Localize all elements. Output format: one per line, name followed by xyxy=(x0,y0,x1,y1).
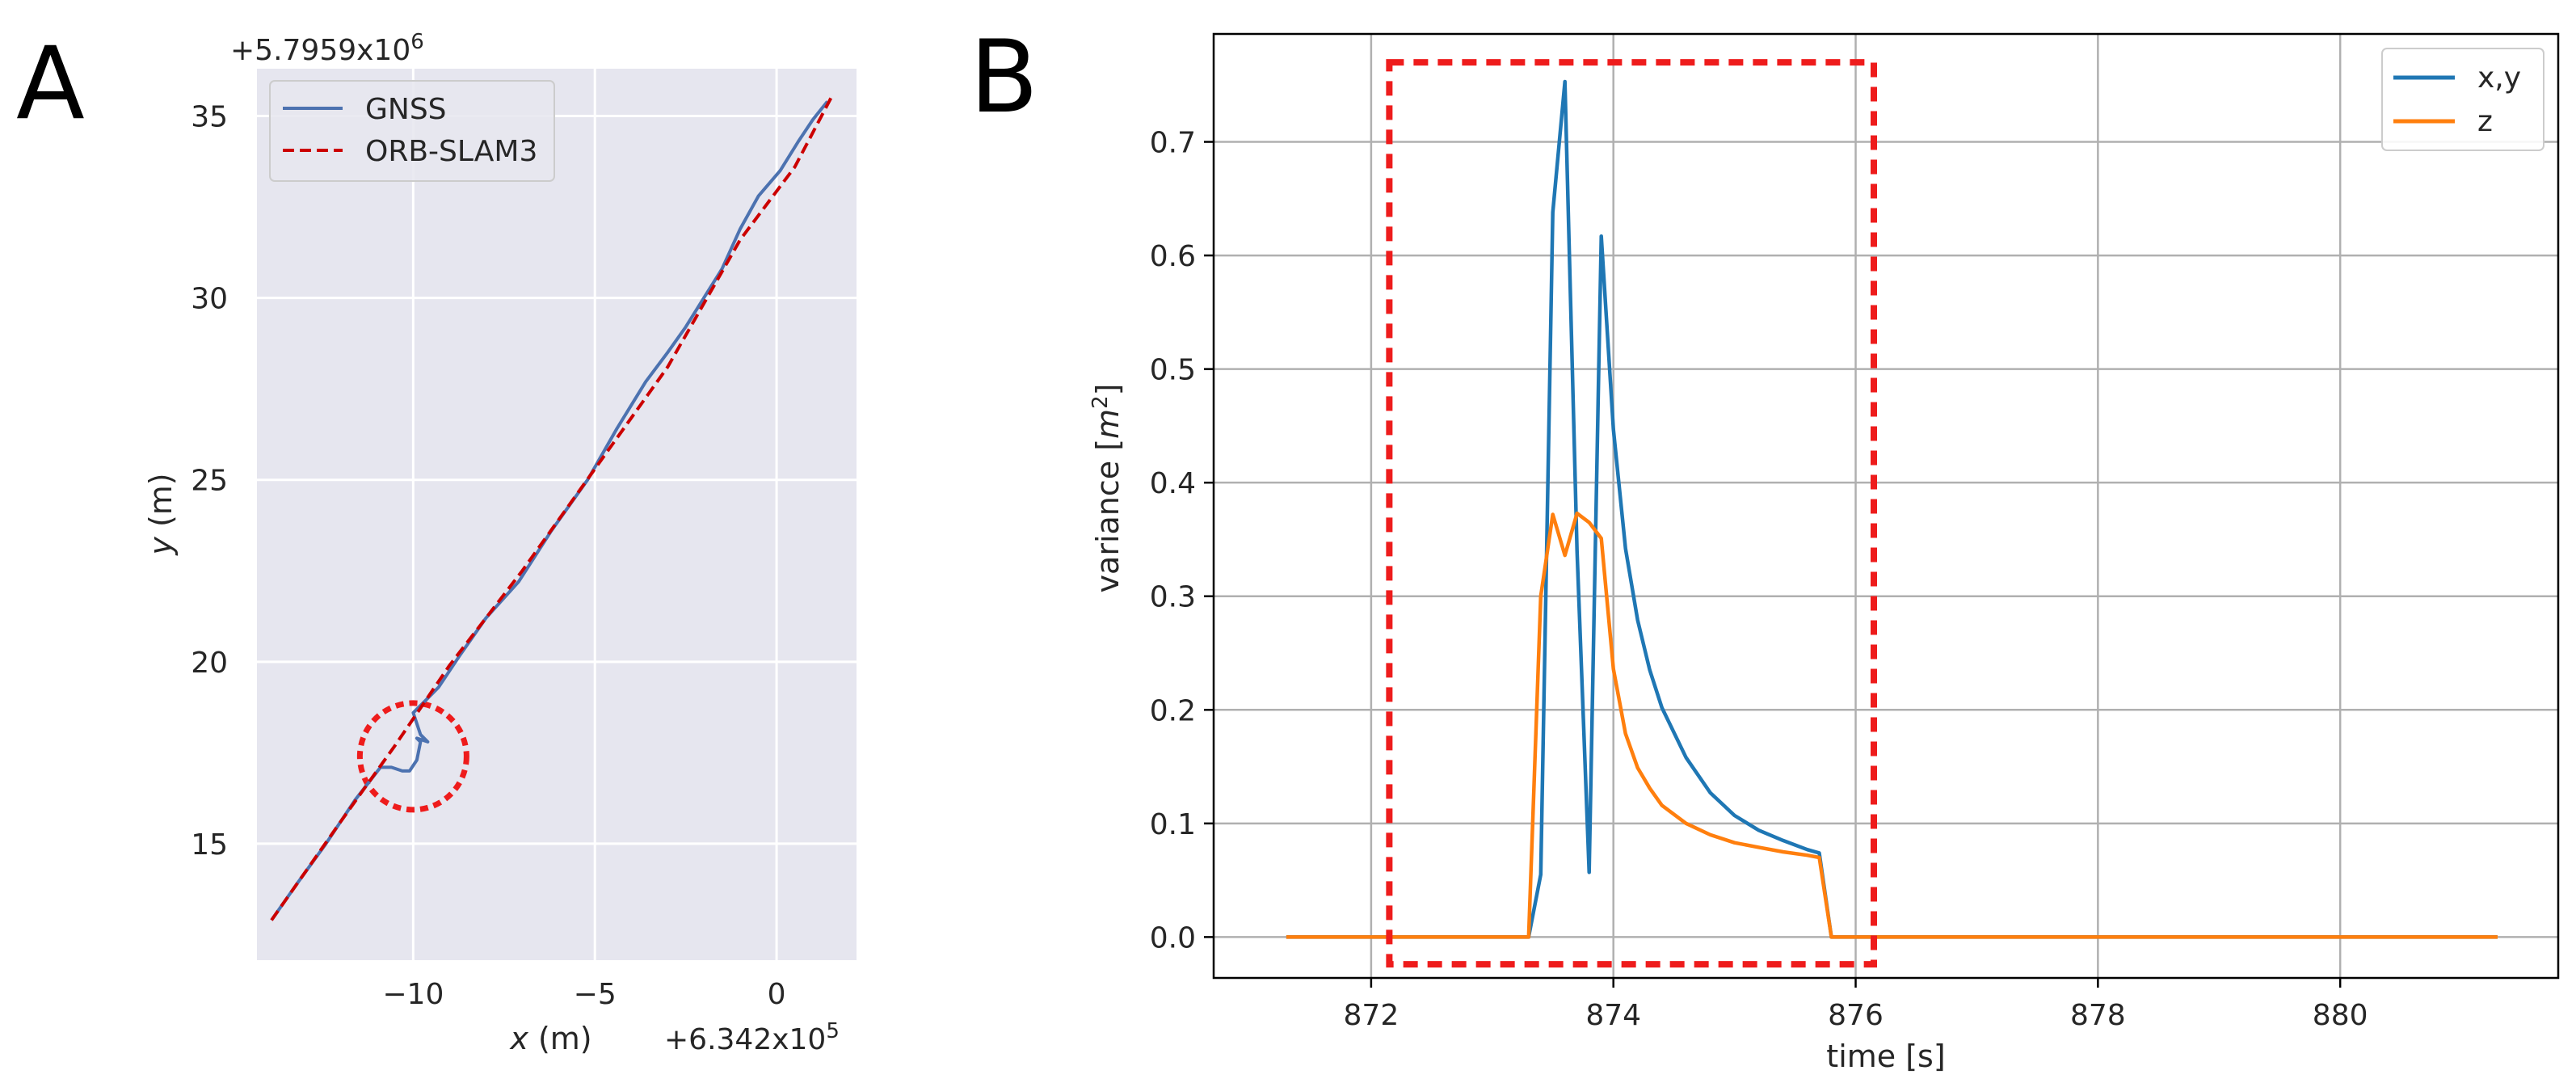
panel-b-y-axis-label: variance [m2] xyxy=(1088,384,1126,593)
panel-b-y-tick-label: 0.1 xyxy=(1150,808,1196,841)
panel-a: A −10 −5 0 15 20 25 30 35 +5.7959x106 +6.342x10… xyxy=(16,26,857,1056)
legend-label-gnss: GNSS xyxy=(365,93,447,126)
panel-b-x-axis-label: time [s] xyxy=(1826,1039,1945,1074)
panel-a-ticks: −10 −5 0 15 20 25 30 35 xyxy=(191,101,785,1011)
panel-a-highlight-circle xyxy=(356,700,469,813)
panel-b-plot-area xyxy=(1214,34,2558,978)
panel-b-ticks: 872 874 876 878 880 0.0 0.1 0.2 0.3 0.4 0.5 0.6 0.7 xyxy=(1150,127,2368,1032)
panel-b-y-tick-label: 0.3 xyxy=(1150,581,1196,614)
panel-b-y-tick-label: 0.2 xyxy=(1150,694,1196,727)
panel-b-legend-frame xyxy=(2381,48,2544,151)
panel-a-y-axis-label: y (m) xyxy=(143,473,179,555)
panel-a-letter: A xyxy=(16,26,85,142)
panel-a-y-tick-label: 25 xyxy=(191,465,228,498)
panel-a-y-tick-label: 35 xyxy=(191,101,228,134)
panel-a-y-tick-label: 20 xyxy=(191,647,228,680)
panel-b-highlight-rect xyxy=(1386,59,1878,968)
panel-b-y-tick-label: 0.5 xyxy=(1150,354,1196,387)
series-line-gnss xyxy=(270,100,829,921)
panel-a-x-offset: +6.342x105 xyxy=(664,1019,840,1056)
panel-a-annotations xyxy=(356,700,469,813)
legend-label-orb-slam3: ORB-SLAM3 xyxy=(365,135,537,168)
panel-b-x-tick-label: 872 xyxy=(1344,999,1400,1032)
panel-a-y-offset: +5.7959x106 xyxy=(230,30,424,67)
panel-a-x-tick-label: −5 xyxy=(574,978,617,1011)
panel-b-x-tick-label: 878 xyxy=(2070,999,2126,1032)
panel-b-y-tick-label: 0.6 xyxy=(1150,240,1196,273)
panel-a-legend-frame xyxy=(269,80,555,182)
legend-label-xy: x,y xyxy=(2477,61,2521,95)
series-line-x-y xyxy=(1286,79,2498,939)
series-line-orb-slam3 xyxy=(270,97,833,921)
panel-b-y-tick-label: 0.0 xyxy=(1150,921,1196,954)
panel-a-x-tick-label: −10 xyxy=(382,978,444,1011)
panel-a-legend: GNSS ORB-SLAM3 xyxy=(269,80,555,182)
panel-b-y-tick-label: 0.7 xyxy=(1150,127,1196,160)
panel-a-y-tick-label: 15 xyxy=(191,828,228,862)
panel-a-x-axis-label: x (m) xyxy=(509,1021,591,1056)
panel-b-x-tick-label: 876 xyxy=(1828,999,1884,1032)
panel-b-series xyxy=(1286,79,2498,939)
panel-b-y-tick-label: 0.4 xyxy=(1150,467,1196,500)
panel-b-x-tick-label: 880 xyxy=(2313,999,2368,1032)
panel-b-x-tick-label: 874 xyxy=(1585,999,1641,1032)
legend-label-z: z xyxy=(2477,105,2493,138)
panel-b-letter: B xyxy=(970,19,1038,136)
panel-b-frame xyxy=(1212,32,2560,980)
panel-a-series xyxy=(270,97,833,921)
panel-b: B 872 874 876 878 880 0.0 0.1 0.2 0.3 0.4 0.5 0.6 0.… xyxy=(970,19,2560,1074)
panel-a-x-tick-label: 0 xyxy=(768,978,786,1011)
panel-a-y-tick-label: 30 xyxy=(191,283,228,316)
panel-b-legend: x,y z xyxy=(2381,48,2544,151)
panel-b-annotations xyxy=(1386,59,1878,968)
series-line-z xyxy=(1286,511,2498,939)
